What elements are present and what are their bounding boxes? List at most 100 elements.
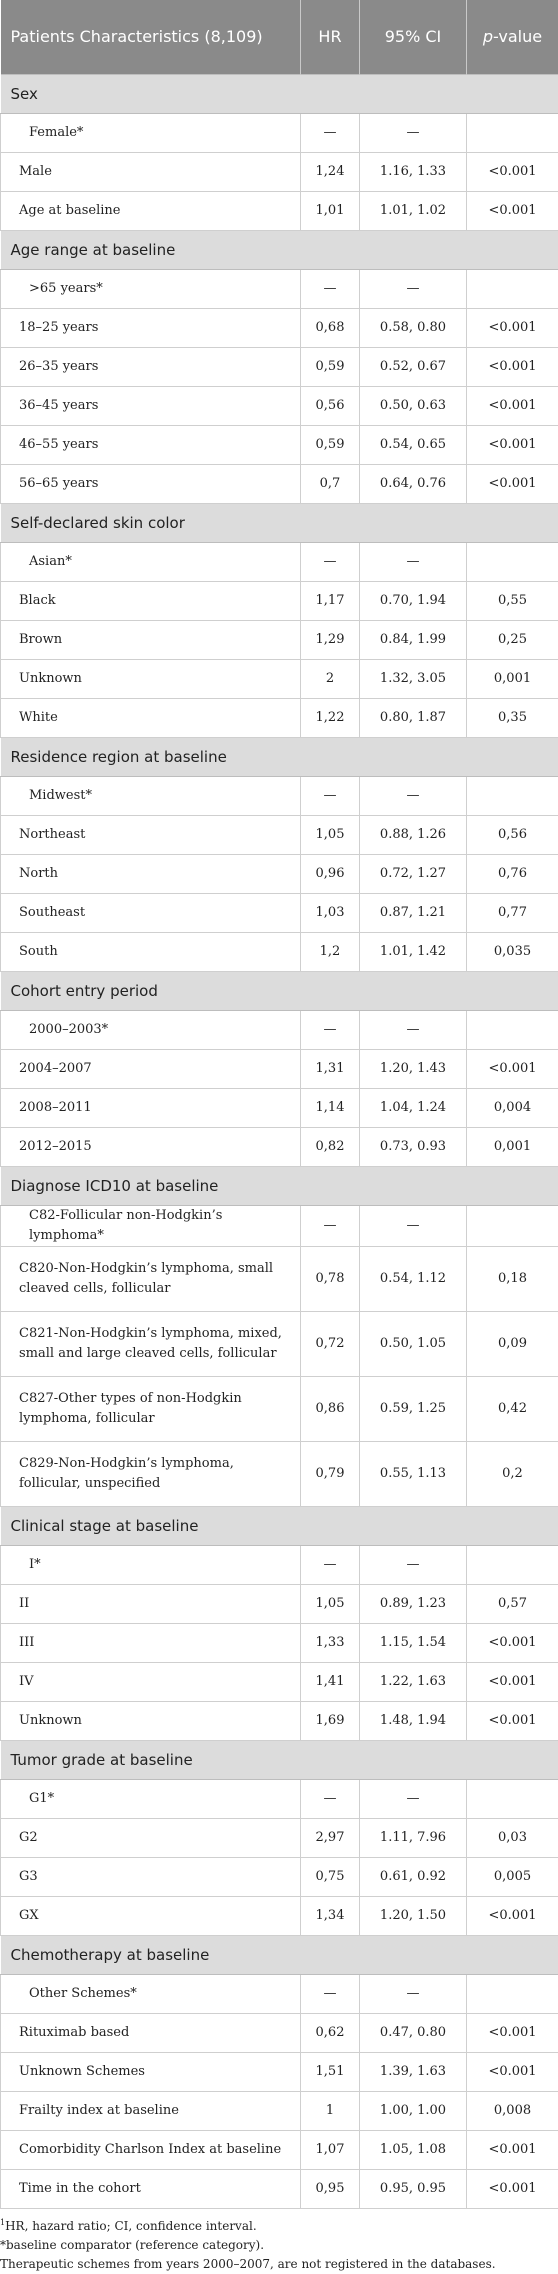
row-hr: 1,24 bbox=[301, 153, 360, 192]
row-hr: 0,62 bbox=[301, 2014, 360, 2053]
table-row: Female*—— bbox=[1, 114, 558, 153]
row-ci: 1.20, 1.43 bbox=[360, 1050, 467, 1089]
row-pvalue: 0,18 bbox=[467, 1247, 558, 1312]
row-ci: 0.59, 1.25 bbox=[360, 1377, 467, 1442]
section-header-row: Cohort entry period bbox=[1, 972, 558, 1011]
row-ci: — bbox=[360, 270, 467, 309]
row-ci: 1.05, 1.08 bbox=[360, 2131, 467, 2170]
row-hr: 1,05 bbox=[301, 1585, 360, 1624]
row-label: Frailty index at baseline bbox=[1, 2092, 301, 2131]
row-pvalue bbox=[467, 1546, 558, 1585]
row-label: C82-Follicular non-Hodgkin’s lymphoma* bbox=[1, 1206, 301, 1247]
row-label: Northeast bbox=[1, 816, 301, 855]
row-label: Unknown Schemes bbox=[1, 2053, 301, 2092]
row-label: III bbox=[1, 1624, 301, 1663]
section-header-row: Clinical stage at baseline bbox=[1, 1507, 558, 1546]
row-pvalue: <0.001 bbox=[467, 192, 558, 231]
row-hr: 1,03 bbox=[301, 894, 360, 933]
table-row: C827-Other types of non-Hodgkin lymphoma… bbox=[1, 1377, 558, 1442]
row-pvalue bbox=[467, 543, 558, 582]
row-ci: 0.88, 1.26 bbox=[360, 816, 467, 855]
section-header-row: Chemotherapy at baseline bbox=[1, 1936, 558, 1975]
row-hr: 1,2 bbox=[301, 933, 360, 972]
row-hr: 0,78 bbox=[301, 1247, 360, 1312]
row-hr: 0,96 bbox=[301, 855, 360, 894]
row-label: Female* bbox=[1, 114, 301, 153]
table-row: G1*—— bbox=[1, 1780, 558, 1819]
section-header-row: Sex bbox=[1, 75, 558, 114]
table-row: >65 years*—— bbox=[1, 270, 558, 309]
row-hr: 0,59 bbox=[301, 426, 360, 465]
row-pvalue: 0,55 bbox=[467, 582, 558, 621]
row-ci: 1.04, 1.24 bbox=[360, 1089, 467, 1128]
row-ci: 1.15, 1.54 bbox=[360, 1624, 467, 1663]
row-pvalue: 0,77 bbox=[467, 894, 558, 933]
table-row: Midwest*—— bbox=[1, 777, 558, 816]
row-label: North bbox=[1, 855, 301, 894]
row-label: Other Schemes* bbox=[1, 1975, 301, 2014]
row-pvalue: 0,008 bbox=[467, 2092, 558, 2131]
row-ci: 1.01, 1.02 bbox=[360, 192, 467, 231]
row-ci: 0.47, 0.80 bbox=[360, 2014, 467, 2053]
row-pvalue: <0.001 bbox=[467, 1663, 558, 1702]
table-row: Other Schemes*—— bbox=[1, 1975, 558, 2014]
row-ci: — bbox=[360, 1546, 467, 1585]
row-hr: 0,95 bbox=[301, 2170, 360, 2209]
row-pvalue: <0.001 bbox=[467, 1702, 558, 1741]
row-label: C827-Other types of non-Hodgkin lymphoma… bbox=[1, 1377, 301, 1442]
row-ci: 0.87, 1.21 bbox=[360, 894, 467, 933]
row-label: G3 bbox=[1, 1858, 301, 1897]
row-pvalue: 0,2 bbox=[467, 1442, 558, 1507]
table-row: C82-Follicular non-Hodgkin’s lymphoma*—— bbox=[1, 1206, 558, 1247]
row-pvalue bbox=[467, 1780, 558, 1819]
row-ci: — bbox=[360, 777, 467, 816]
row-label: Comorbidity Charlson Index at baseline bbox=[1, 2131, 301, 2170]
table-row: I*—— bbox=[1, 1546, 558, 1585]
section-title: Age range at baseline bbox=[1, 231, 558, 270]
row-hr: 1,41 bbox=[301, 1663, 360, 1702]
row-pvalue bbox=[467, 1206, 558, 1247]
row-ci: 0.55, 1.13 bbox=[360, 1442, 467, 1507]
row-hr: 1,07 bbox=[301, 2131, 360, 2170]
footnote-abbreviations-text: HR, hazard ratio; CI, confidence interva… bbox=[5, 2219, 257, 2233]
row-ci: — bbox=[360, 1011, 467, 1050]
footnotes: 1HR, hazard ratio; CI, confidence interv… bbox=[0, 2209, 558, 2274]
footnote-reference: *baseline comparator (reference category… bbox=[0, 2236, 558, 2255]
row-pvalue bbox=[467, 270, 558, 309]
row-ci: 0.61, 0.92 bbox=[360, 1858, 467, 1897]
section-title: Residence region at baseline bbox=[1, 738, 558, 777]
row-hr: 0,7 bbox=[301, 465, 360, 504]
row-label: 56–65 years bbox=[1, 465, 301, 504]
row-hr: — bbox=[301, 1206, 360, 1247]
row-pvalue: <0.001 bbox=[467, 1897, 558, 1936]
row-pvalue: <0.001 bbox=[467, 153, 558, 192]
header-characteristics: Patients Characteristics (8,109) bbox=[1, 0, 301, 75]
table-row: Asian*—— bbox=[1, 543, 558, 582]
row-label: C821-Non-Hodgkin’s lymphoma, mixed, smal… bbox=[1, 1312, 301, 1377]
row-ci: 0.70, 1.94 bbox=[360, 582, 467, 621]
section-title: Diagnose ICD10 at baseline bbox=[1, 1167, 558, 1206]
section-header-row: Diagnose ICD10 at baseline bbox=[1, 1167, 558, 1206]
section-title: Chemotherapy at baseline bbox=[1, 1936, 558, 1975]
row-hr: — bbox=[301, 1780, 360, 1819]
row-label: Unknown bbox=[1, 660, 301, 699]
row-label: GX bbox=[1, 1897, 301, 1936]
row-pvalue bbox=[467, 1975, 558, 2014]
row-label: Unknown bbox=[1, 1702, 301, 1741]
row-label: 26–35 years bbox=[1, 348, 301, 387]
row-label: G2 bbox=[1, 1819, 301, 1858]
row-hr: 1,01 bbox=[301, 192, 360, 231]
row-pvalue: <0.001 bbox=[467, 387, 558, 426]
